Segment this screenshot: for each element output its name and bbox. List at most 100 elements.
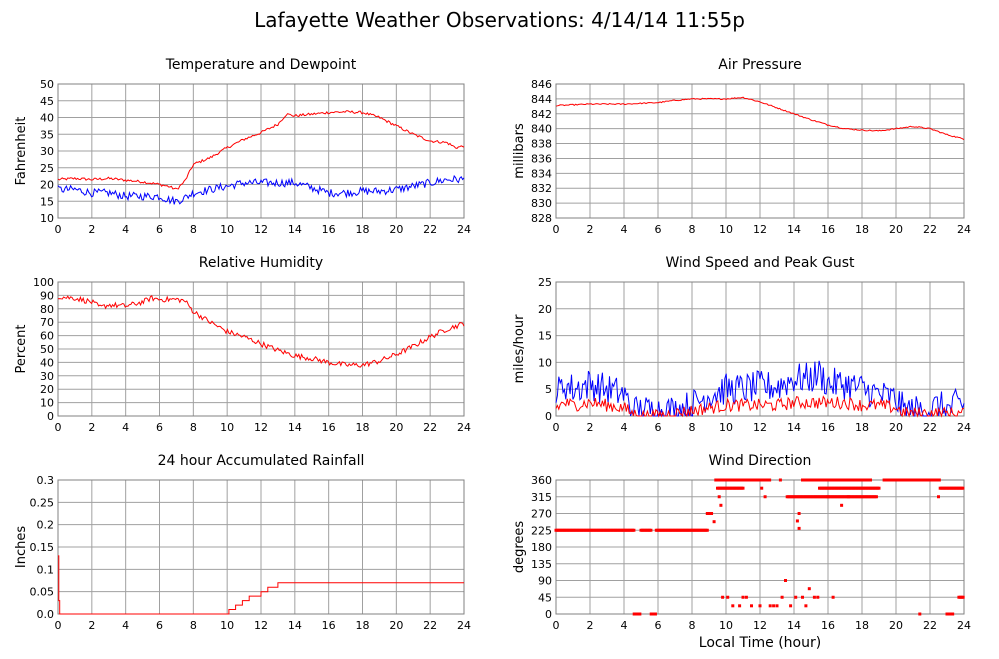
direction-point bbox=[744, 595, 748, 599]
rain-ytick-label: 0.05 bbox=[30, 586, 55, 599]
direction-xtick-label: 12 bbox=[753, 619, 767, 632]
humidity-xtick-label: 14 bbox=[288, 421, 302, 434]
direction-point bbox=[794, 595, 798, 599]
humidity-ytick-label: 50 bbox=[40, 343, 54, 356]
wind-xtick-label: 20 bbox=[889, 421, 903, 434]
humidity-xtick-label: 16 bbox=[322, 421, 336, 434]
wind-series-0-line bbox=[555, 360, 965, 417]
pressure-ytick-label: 840 bbox=[531, 123, 552, 136]
humidity-xtick-label: 6 bbox=[156, 421, 163, 434]
wind-ytick-label: 25 bbox=[538, 276, 552, 289]
temp-xtick-label: 16 bbox=[322, 223, 336, 236]
humidity-ytick-label: 20 bbox=[40, 383, 54, 396]
humidity-ytick-label: 80 bbox=[40, 303, 54, 316]
humidity-xtick-label: 24 bbox=[457, 421, 471, 434]
rain-xtick-label: 24 bbox=[457, 619, 471, 632]
rain-xtick-label: 12 bbox=[254, 619, 268, 632]
rain-xtick-label: 8 bbox=[190, 619, 197, 632]
pressure-ytick-label: 846 bbox=[531, 78, 552, 91]
wind-frame bbox=[555, 281, 965, 417]
direction-point bbox=[768, 604, 772, 608]
direction-point bbox=[741, 486, 745, 490]
direction-xtick-label: 22 bbox=[923, 619, 937, 632]
humidity-ytick-label: 60 bbox=[40, 330, 54, 343]
humidity-ytick-label: 0 bbox=[47, 410, 54, 423]
temp-ytick-label: 40 bbox=[40, 112, 54, 125]
temp-xtick-label: 18 bbox=[356, 223, 370, 236]
rain-series-0-line bbox=[58, 555, 464, 615]
humidity-ytick-label: 100 bbox=[33, 276, 54, 289]
pressure-xtick-label: 12 bbox=[753, 223, 767, 236]
temp-ytick-label: 50 bbox=[40, 78, 54, 91]
pressure-ytick-label: 830 bbox=[531, 197, 552, 210]
direction-point bbox=[789, 604, 793, 608]
direction-point bbox=[758, 604, 762, 608]
direction-point bbox=[801, 595, 804, 599]
wind-series-1-line bbox=[555, 395, 965, 418]
pressure-ytick-label: 828 bbox=[531, 212, 552, 225]
temp-ytick-label: 15 bbox=[40, 195, 54, 208]
wind-xtick-label: 18 bbox=[855, 421, 869, 434]
temp-frame bbox=[57, 83, 465, 219]
direction-point bbox=[768, 478, 772, 482]
wind-xtick-label: 12 bbox=[753, 421, 767, 434]
pressure-series-0-line bbox=[555, 96, 965, 141]
rain-xtick-label: 14 bbox=[288, 619, 302, 632]
direction-point bbox=[750, 604, 753, 608]
wind-xtick-label: 10 bbox=[719, 421, 733, 434]
direction-ytick-label: 135 bbox=[531, 558, 552, 571]
direction-point bbox=[869, 478, 872, 482]
wind-xtick-label: 6 bbox=[655, 421, 662, 434]
temp-xtick-label: 12 bbox=[254, 223, 268, 236]
direction-ytick-label: 45 bbox=[538, 591, 552, 604]
wind-ytick-label: 20 bbox=[538, 303, 552, 316]
humidity-ylabel: Percent bbox=[14, 325, 29, 374]
humidity-series-0-line bbox=[57, 295, 465, 368]
direction-point bbox=[738, 604, 742, 608]
direction-ytick-label: 225 bbox=[531, 524, 552, 537]
humidity-ytick-label: 10 bbox=[40, 397, 54, 410]
temp-ytick-label: 25 bbox=[40, 162, 54, 175]
humidity-ytick-label: 70 bbox=[40, 316, 54, 329]
temp-xtick-label: 4 bbox=[122, 223, 129, 236]
humidity-xtick-label: 22 bbox=[423, 421, 437, 434]
direction-point bbox=[937, 478, 941, 482]
temp-ylabel: Fahrenheit bbox=[14, 117, 29, 186]
rain-ylabel: Inches bbox=[14, 526, 29, 568]
pressure-xtick-label: 18 bbox=[855, 223, 869, 236]
direction-point bbox=[961, 486, 965, 490]
direction-point bbox=[763, 495, 767, 499]
pressure-xtick-label: 0 bbox=[553, 223, 560, 236]
direction-point bbox=[741, 595, 745, 599]
direction-ytick-label: 180 bbox=[531, 541, 552, 554]
direction-point bbox=[826, 495, 830, 499]
temp-title: Temperature and Dewpoint bbox=[165, 57, 357, 73]
humidity-xtick-label: 12 bbox=[254, 421, 268, 434]
pressure-ytick-label: 836 bbox=[531, 152, 552, 165]
wind-xtick-label: 24 bbox=[957, 421, 971, 434]
direction-point bbox=[804, 604, 808, 608]
wind-ytick-label: 10 bbox=[538, 356, 552, 369]
direction-ytick-label: 0 bbox=[545, 608, 552, 621]
direction-point bbox=[780, 595, 784, 599]
direction-xlabel: Local Time (hour) bbox=[699, 635, 821, 651]
temp-xtick-label: 10 bbox=[220, 223, 234, 236]
temp-series-0-line bbox=[57, 110, 465, 190]
direction-point bbox=[846, 495, 850, 499]
direction-point bbox=[904, 478, 908, 482]
direction-point bbox=[937, 495, 940, 499]
direction-xtick-label: 0 bbox=[553, 619, 560, 632]
pressure-xtick-label: 8 bbox=[689, 223, 696, 236]
pressure-frame bbox=[555, 83, 965, 219]
direction-point bbox=[726, 595, 730, 599]
pressure-xtick-label: 16 bbox=[821, 223, 835, 236]
rain-ytick-label: 0.15 bbox=[30, 541, 55, 554]
wind-ytick-label: 15 bbox=[538, 330, 552, 343]
direction-point bbox=[918, 612, 922, 616]
direction-ytick-label: 90 bbox=[538, 575, 552, 588]
rain-ytick-label: 0.0 bbox=[37, 608, 55, 621]
pressure-ytick-label: 844 bbox=[531, 93, 552, 106]
temp-ytick-label: 20 bbox=[40, 179, 54, 192]
temp-xtick-label: 2 bbox=[88, 223, 95, 236]
wind-ylabel: miles/hour bbox=[512, 314, 527, 383]
